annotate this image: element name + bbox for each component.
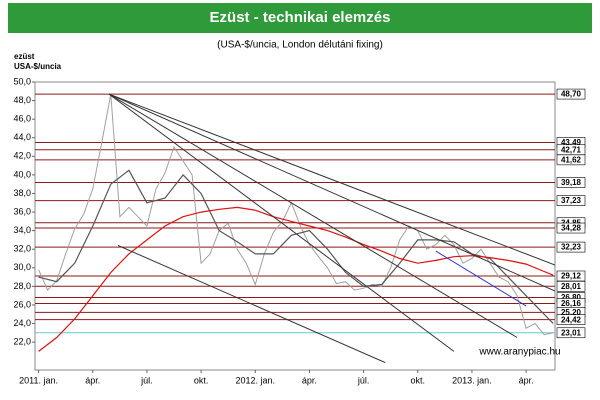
level-label-box — [556, 280, 586, 292]
x-tick-label: 2013. jan. — [452, 375, 492, 385]
level-label-box — [556, 314, 586, 325]
y-tick-label: 30,0 — [13, 262, 31, 272]
level-label: 28,01 — [561, 282, 582, 291]
y-tick-label: 48,0 — [13, 95, 31, 105]
level-label: 32,23 — [561, 243, 582, 252]
level-label: 39,18 — [561, 178, 582, 187]
x-tick-label: júl. — [140, 375, 153, 385]
x-tick-label: 2012. jan. — [236, 375, 276, 385]
level-label: 29,12 — [561, 272, 582, 281]
level-label-box — [556, 177, 586, 188]
level-label: 23,01 — [561, 328, 582, 337]
level-label-box — [556, 222, 586, 234]
y-tick-label: 26,0 — [13, 299, 31, 309]
y-tick-label: 32,0 — [13, 244, 31, 254]
level-label-box — [556, 327, 586, 339]
level-label-box — [556, 270, 586, 282]
y-tick-label: 44,0 — [13, 132, 31, 142]
level-label: 26,80 — [561, 293, 582, 302]
line-series — [108, 93, 455, 352]
line-series — [38, 206, 554, 352]
y-tick-label: 46,0 — [13, 114, 31, 124]
level-label: 48,70 — [561, 90, 582, 99]
y-tick-label: 42,0 — [13, 151, 31, 161]
y-axis-label: USA-$/uncia — [14, 62, 62, 71]
line-series — [108, 93, 555, 292]
y-tick-label: 36,0 — [13, 206, 31, 216]
level-label: 24,42 — [561, 315, 582, 324]
line-series — [435, 250, 527, 307]
x-tick-label: okt. — [411, 375, 426, 385]
title-banner — [8, 3, 592, 33]
level-label: 42,71 — [561, 145, 582, 154]
y-tick-label: 22,0 — [13, 337, 31, 347]
x-tick-label: ápr. — [302, 375, 317, 385]
line-series — [38, 169, 554, 324]
x-tick-label: ápr. — [85, 375, 100, 385]
level-label: 34,28 — [561, 224, 582, 233]
line-series — [117, 245, 386, 364]
level-label-box — [556, 195, 586, 206]
level-label-box — [556, 154, 586, 166]
level-label: 43,49 — [561, 138, 582, 147]
y-axis-label: ezüst — [14, 52, 35, 61]
x-tick-label: okt. — [194, 375, 209, 385]
level-label: 26,16 — [561, 299, 582, 308]
level-label-box — [556, 241, 586, 253]
level-label: 37,23 — [561, 196, 582, 205]
x-tick-label: ápr. — [519, 375, 534, 385]
source-watermark: www.aranypiac.hu — [478, 347, 560, 358]
y-tick-label: 24,0 — [13, 318, 31, 328]
y-tick-label: 50,0 — [13, 76, 31, 86]
line-series — [108, 93, 518, 338]
y-tick-label: 40,0 — [13, 169, 31, 179]
plot-frame — [34, 81, 556, 371]
line-series — [108, 93, 555, 266]
level-label-box — [556, 88, 586, 100]
x-tick-label: 2011. jan. — [19, 375, 58, 385]
y-tick-label: 38,0 — [13, 188, 31, 198]
y-tick-label: 34,0 — [13, 225, 31, 235]
line-series — [38, 94, 554, 336]
x-tick-label: júl. — [357, 375, 370, 385]
chart-title: Ezüst - technikai elemzés — [210, 9, 391, 26]
level-label: 41,62 — [561, 155, 582, 164]
level-label: 25,20 — [561, 308, 582, 317]
chart-subtitle: (USA-$/uncia, London délutáni fixing) — [217, 40, 383, 51]
y-tick-label: 28,0 — [13, 281, 31, 291]
